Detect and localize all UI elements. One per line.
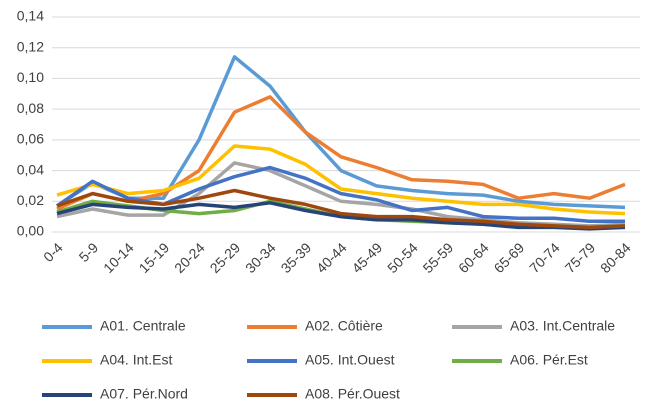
legend-label: A03. Int.Centrale [510,318,615,334]
x-tick-label: 35-39 [278,239,315,276]
y-tick-label: 0,02 [17,192,44,208]
series-line [56,95,626,211]
x-tick-label: 50-54 [384,239,421,276]
series-line [56,188,626,230]
y-tick-label: 0,04 [17,161,44,177]
y-tick-label: 0,10 [17,69,44,85]
x-tick-label: 30-34 [242,239,279,276]
x-tick-label: 0-4 [40,239,66,265]
x-tick-label: 40-44 [313,239,350,276]
legend-label: A06. Pér.Est [510,352,588,368]
x-tick-label: 70-74 [526,239,563,276]
series-line [56,144,626,216]
x-tick-label: 10-14 [100,239,137,276]
y-tick-label: 0,08 [17,100,44,116]
legend-label: A01. Centrale [100,318,186,334]
y-tick-label: 0,06 [17,131,44,147]
x-tick-label: 80-84 [597,239,634,276]
y-tick-label: 0,14 [17,8,44,24]
y-tick-label: 0,12 [17,38,44,54]
x-tick-label: 60-64 [455,239,492,276]
series-line [56,55,626,210]
x-tick-label: 55-59 [420,239,457,276]
legend-label: A02. Côtière [305,318,383,334]
x-tick-label: 5-9 [76,239,102,265]
x-tick-label: 75-79 [562,239,599,276]
legend-label: A05. Int.Ouest [305,352,395,368]
legend-label: A08. Pér.Ouest [305,386,400,402]
legend-label: A04. Int.Est [100,352,172,368]
y-tick-label: 0,00 [17,223,44,239]
legend-label: A07. Pér.Nord [100,386,188,402]
series-line [56,201,626,231]
x-tick-label: 45-49 [349,239,386,276]
x-tick-label: 15-19 [136,239,173,276]
x-tick-label: 20-24 [171,239,208,276]
x-tick-label: 65-69 [491,239,528,276]
x-tick-label: 25-29 [207,239,244,276]
